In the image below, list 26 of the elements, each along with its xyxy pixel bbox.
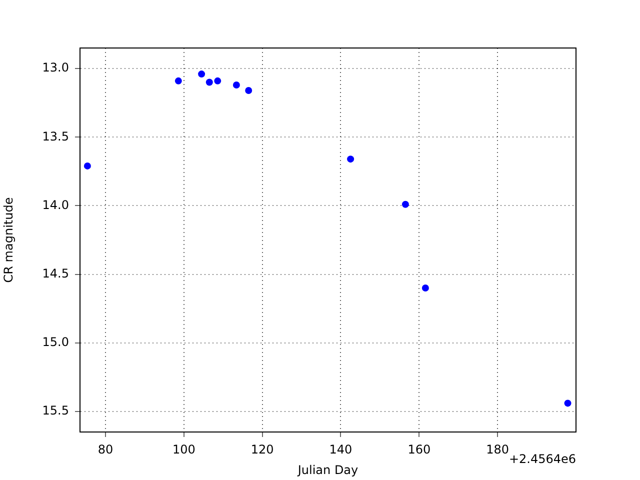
x-tick-label: 160: [408, 442, 431, 456]
x-tick-label: 100: [172, 442, 196, 456]
point: [206, 78, 213, 86]
x-tick-label: 120: [250, 442, 274, 456]
x-tick-label: 180: [486, 442, 510, 456]
y-tick-label: 15.0: [42, 334, 69, 349]
y-tick-label: 13.5: [42, 129, 69, 144]
y-tick-label: 14.0: [42, 198, 69, 212]
text: +2.4564e6: [508, 452, 576, 466]
y-tick-label: 15.5: [42, 404, 69, 418]
point: [214, 77, 222, 84]
y-tick-label: 14.5: [42, 266, 69, 280]
point: [198, 70, 206, 78]
point: [84, 162, 91, 170]
y-tick-label: 13.0: [42, 60, 69, 75]
point: [174, 77, 182, 84]
point: [347, 156, 354, 163]
x-tick-label: 140: [329, 442, 352, 456]
point: [564, 400, 572, 407]
point: [402, 200, 409, 208]
point: [232, 82, 240, 89]
point: [245, 87, 252, 94]
x-tick-label: 80: [98, 442, 114, 456]
y-axis-title: CR magnitude: [1, 197, 16, 283]
x-axis-title: Julian Day: [296, 462, 358, 477]
point: [422, 284, 429, 292]
